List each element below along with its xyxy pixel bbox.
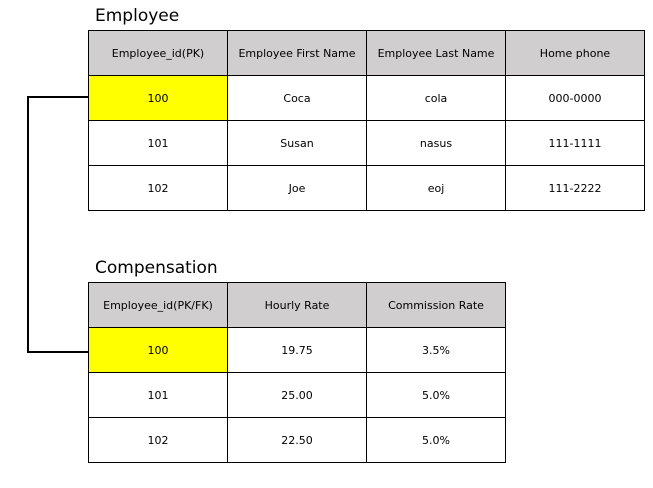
compensation-row: 102 22.50 5.0%: [88, 417, 506, 463]
compensation-table: Employee_id(PK/FK) Hourly Rate Commissio…: [88, 282, 506, 463]
compensation-header-hourly-rate: Hourly Rate: [227, 282, 367, 328]
employee-home-phone-cell: 111-2222: [505, 165, 645, 211]
employee-first-name-cell: Susan: [227, 120, 367, 166]
employee-id-cell: 102: [88, 165, 228, 211]
employee-id-cell: 101: [88, 120, 228, 166]
compensation-commission-rate-cell: 3.5%: [366, 327, 506, 373]
compensation-id-cell-highlighted: 100: [88, 327, 228, 373]
employee-last-name-cell: nasus: [366, 120, 506, 166]
employee-header-row: Employee_id(PK) Employee First Name Empl…: [88, 30, 645, 76]
employee-last-name-cell: eoj: [366, 165, 506, 211]
compensation-header-commission-rate: Commission Rate: [366, 282, 506, 328]
compensation-header-row: Employee_id(PK/FK) Hourly Rate Commissio…: [88, 282, 506, 328]
employee-row: 100 Coca cola 000-0000: [88, 75, 645, 121]
employee-table: Employee_id(PK) Employee First Name Empl…: [88, 30, 645, 211]
compensation-row: 100 19.75 3.5%: [88, 327, 506, 373]
employee-row: 102 Joe eoj 111-2222: [88, 165, 645, 211]
employee-id-cell-highlighted: 100: [88, 75, 228, 121]
compensation-header-id: Employee_id(PK/FK): [88, 282, 228, 328]
employee-first-name-cell: Joe: [227, 165, 367, 211]
employee-header-last-name: Employee Last Name: [366, 30, 506, 76]
compensation-title: Compensation: [95, 258, 218, 278]
compensation-commission-rate-cell: 5.0%: [366, 417, 506, 463]
employee-header-home-phone: Home phone: [505, 30, 645, 76]
employee-title: Employee: [95, 6, 180, 26]
compensation-id-cell: 102: [88, 417, 228, 463]
compensation-hourly-rate-cell: 22.50: [227, 417, 367, 463]
employee-header-first-name: Employee First Name: [227, 30, 367, 76]
pk-fk-link-line: [27, 96, 88, 353]
compensation-hourly-rate-cell: 19.75: [227, 327, 367, 373]
